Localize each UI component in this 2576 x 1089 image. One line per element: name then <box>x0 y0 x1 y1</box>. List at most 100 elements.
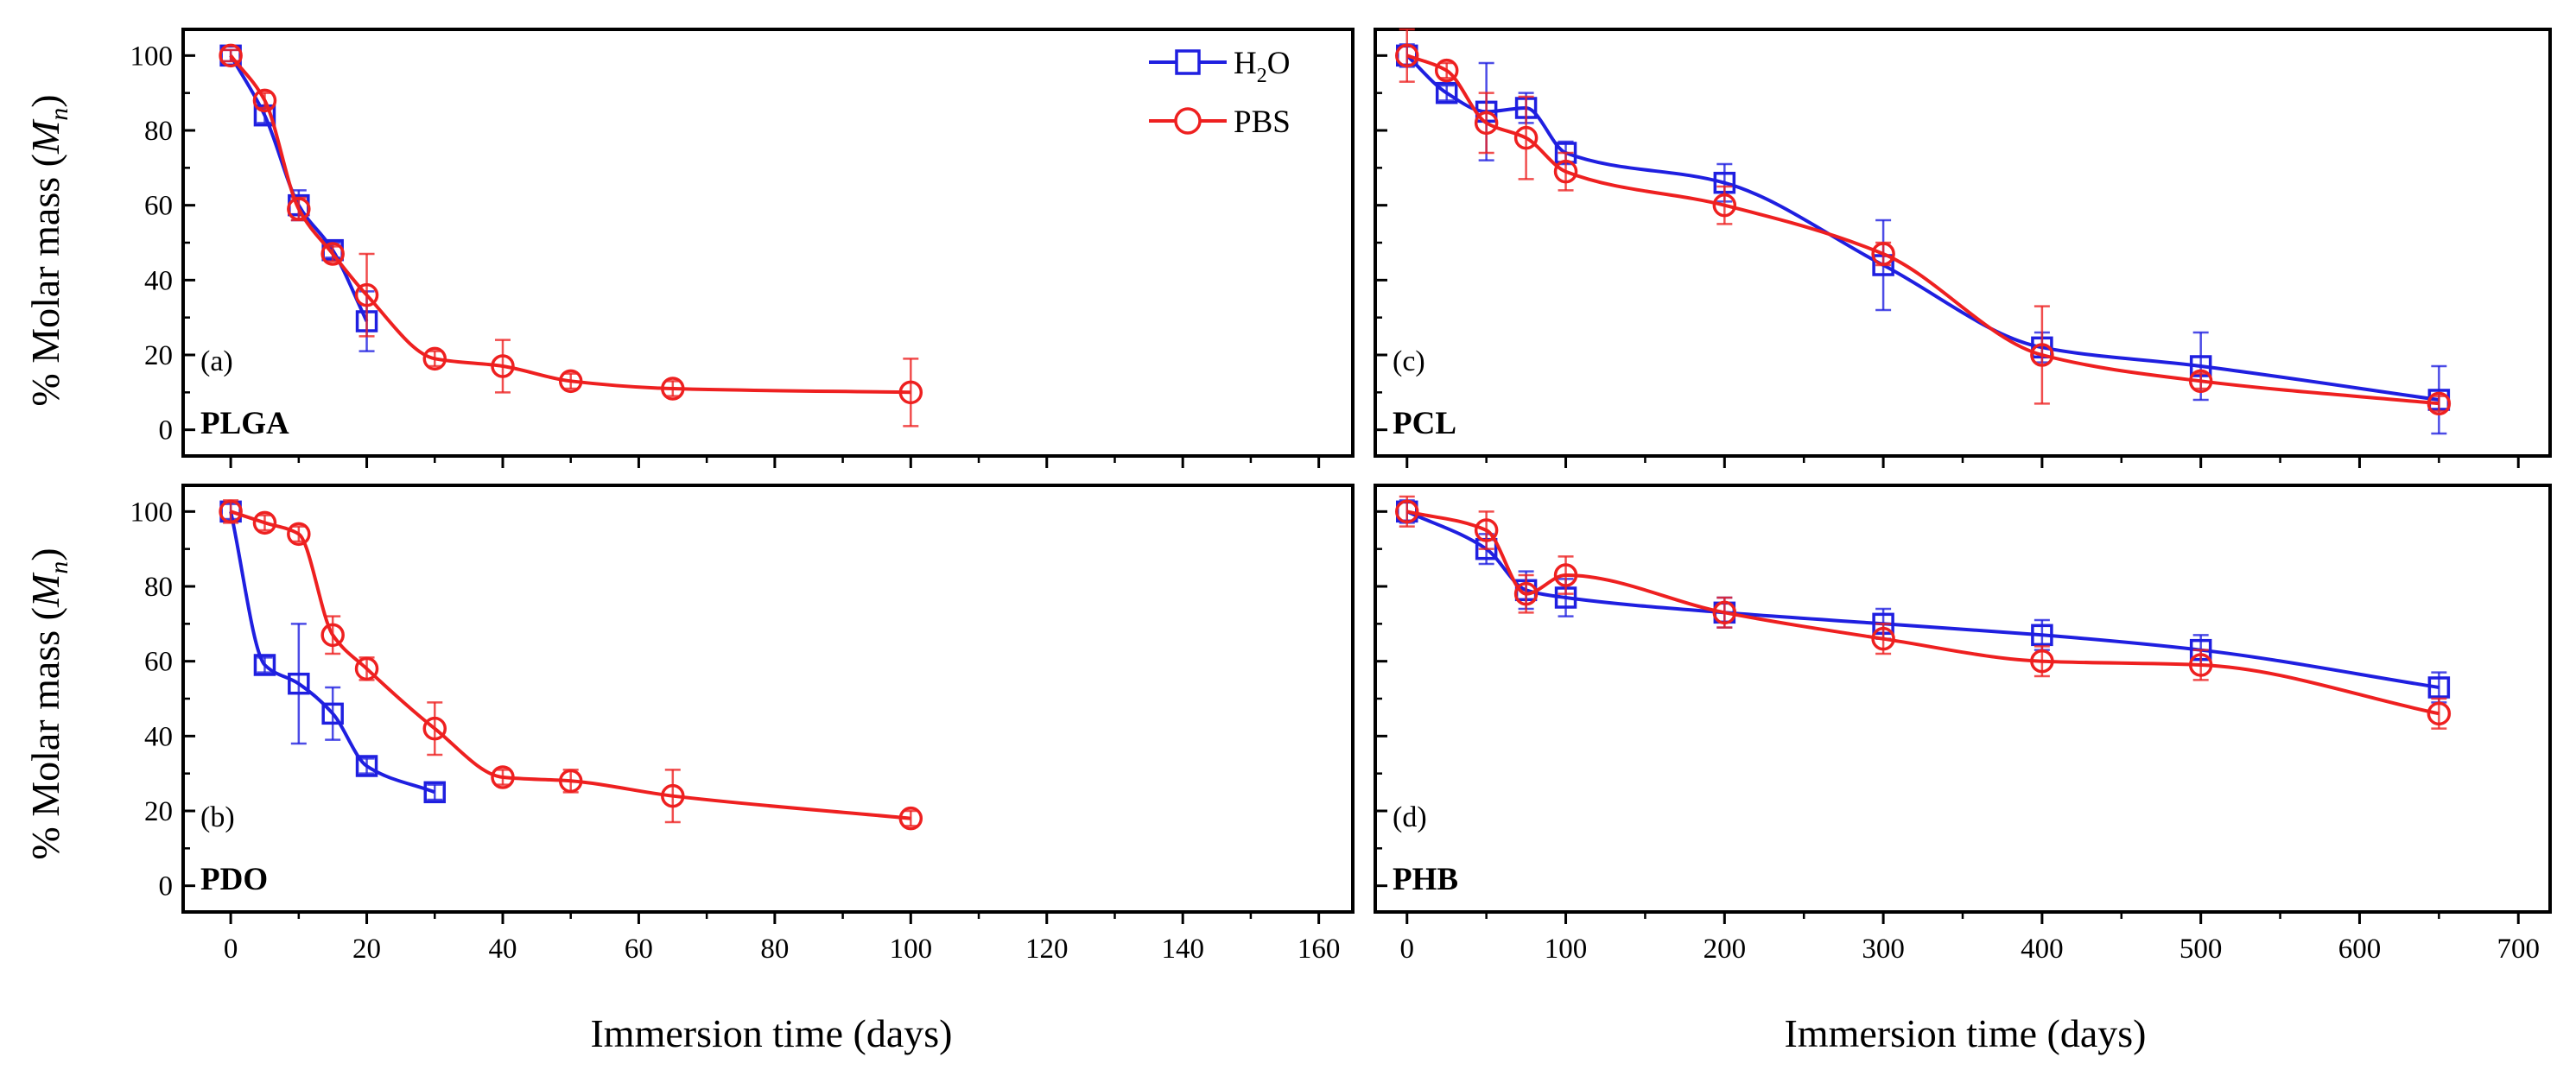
data-point-circle <box>1712 193 1737 218</box>
panel-c: (c) PCL <box>1374 28 2552 468</box>
panel-polymer-name: PHB <box>1393 862 1458 897</box>
legend-label-pbs: PBS <box>1234 104 1291 140</box>
legend-marker-square <box>1175 49 1201 75</box>
y-axis-title-bottom: % Molar mass (Mn) <box>23 548 73 859</box>
panel-letter: (a) <box>200 345 233 377</box>
data-point-circle <box>2427 701 2452 726</box>
data-point-circle <box>1871 626 1895 651</box>
x-tick-label: 100 <box>890 934 933 965</box>
data-point-circle <box>558 769 583 794</box>
series-h2o <box>219 500 447 804</box>
data-point-square <box>2427 676 2451 699</box>
legend-item-pbs: PBS <box>1149 104 1291 140</box>
data-point-circle <box>2188 369 2213 394</box>
data-point-circle <box>661 783 685 808</box>
data-point-square <box>1435 81 1458 104</box>
panel-letter: (c) <box>1393 345 1425 377</box>
data-point-circle <box>354 282 379 307</box>
legend: H2O PBS <box>1149 46 1291 140</box>
y-tick-label: 100 <box>130 497 174 528</box>
x-tick-label: 140 <box>1161 934 1204 965</box>
x-tick-label: 80 <box>760 934 789 965</box>
panel-polymer-name: PDO <box>200 862 268 897</box>
data-point-circle <box>1434 58 1459 83</box>
data-point-circle <box>354 656 379 681</box>
data-point-circle <box>219 43 243 68</box>
x-axis-title-left: Immersion time (days) <box>590 1011 952 1055</box>
series-pbs <box>1395 28 2452 416</box>
x-tick-label: 100 <box>1545 934 1588 965</box>
y-tick-label: 80 <box>144 572 173 603</box>
y-tick-label: 60 <box>144 191 173 222</box>
panel-a: 0 20 40 60 80 100 (a) PLGA <box>130 28 1355 468</box>
panel-b: 0 20 40 60 80 100 0 20 40 60 80 100 120 140 160 (b) PDO <box>130 484 1355 965</box>
y-tick-label: 100 <box>130 41 174 72</box>
data-point-circle <box>287 197 311 221</box>
data-point-circle <box>1712 600 1737 625</box>
panel-letter: (d) <box>1393 801 1427 833</box>
x-tick-label: 40 <box>488 934 517 965</box>
data-point-circle <box>661 377 685 401</box>
x-tick-label: 0 <box>1400 934 1415 965</box>
x-tick-label: 700 <box>2497 934 2540 965</box>
x-tick-label: 0 <box>224 934 238 965</box>
data-point-circle <box>2030 649 2054 674</box>
data-point-square <box>253 654 276 676</box>
y-tick-label: 20 <box>144 340 173 371</box>
y-tick-label: 0 <box>159 415 174 446</box>
data-point-square <box>355 755 378 777</box>
series-pbs <box>219 43 923 427</box>
data-point-square <box>2031 624 2053 647</box>
x-tick-label: 120 <box>1025 934 1069 965</box>
y-tick-label: 80 <box>144 116 173 147</box>
x-tick-label: 400 <box>2021 934 2064 965</box>
data-point-circle <box>1474 111 1499 136</box>
data-point-circle <box>422 716 447 741</box>
data-point-circle <box>422 346 447 371</box>
panel-letter: (b) <box>200 801 235 833</box>
data-point-circle <box>1395 43 1419 68</box>
x-tick-label: 300 <box>1862 934 1905 965</box>
x-tick-label: 600 <box>2338 934 2382 965</box>
data-point-circle <box>320 242 345 266</box>
x-tick-label: 500 <box>2179 934 2223 965</box>
data-point-circle <box>287 522 311 547</box>
data-point-circle <box>252 510 277 535</box>
y-tick-label: 40 <box>144 265 173 296</box>
data-point-square <box>288 672 310 695</box>
legend-label-h2o: H2O <box>1234 46 1290 87</box>
x-tick-label: 200 <box>1704 934 1747 965</box>
data-point-circle <box>252 88 277 113</box>
y-tick-label: 0 <box>159 871 174 902</box>
data-point-circle <box>2188 653 2213 677</box>
data-point-circle <box>1474 518 1499 542</box>
x-tick-label: 160 <box>1298 934 1341 965</box>
data-point-circle <box>491 354 515 378</box>
data-point-circle <box>1553 563 1578 587</box>
panel-polymer-name: PCL <box>1393 406 1456 441</box>
series-pbs <box>219 499 923 831</box>
data-point-square <box>321 702 344 725</box>
panel-polymer-name: PLGA <box>200 406 289 441</box>
data-point-circle <box>320 623 345 648</box>
data-point-circle <box>898 806 923 831</box>
data-point-circle <box>1553 159 1578 184</box>
y-tick-label: 20 <box>144 796 173 827</box>
data-point-square <box>423 781 447 804</box>
legend-item-h2o: H2O <box>1149 46 1290 87</box>
data-point-circle <box>558 369 583 394</box>
data-point-circle <box>2030 343 2054 367</box>
data-point-circle <box>1395 499 1419 524</box>
data-point-circle <box>1513 125 1539 150</box>
data-point-circle <box>2427 391 2452 416</box>
legend-marker-circle <box>1174 107 1202 135</box>
x-tick-label: 20 <box>352 934 381 965</box>
y-tick-label: 40 <box>144 721 173 752</box>
x-tick-label: 60 <box>625 934 653 965</box>
data-point-circle <box>1871 242 1895 266</box>
data-point-circle <box>898 380 923 405</box>
x-axis-title-right: Immersion time (days) <box>1784 1011 2146 1055</box>
y-axis-title-top: % Molar mass (Mn) <box>23 94 73 406</box>
y-tick-label: 60 <box>144 647 173 678</box>
